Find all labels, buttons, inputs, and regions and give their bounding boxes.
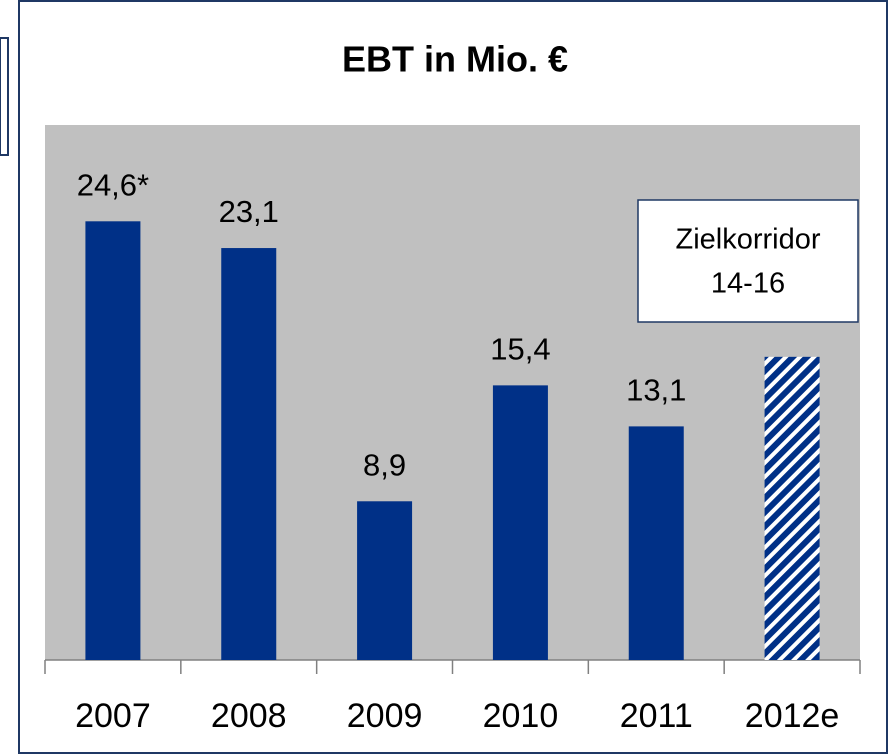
x-tick-label: 2011 — [620, 697, 693, 735]
bar — [221, 248, 277, 661]
x-tick-label: 2009 — [347, 697, 423, 735]
data-label: 13,1 — [626, 373, 686, 408]
annotation-box — [637, 199, 859, 323]
data-label: 23,1 — [219, 194, 279, 229]
annotation-text: Zielkorridor — [675, 224, 820, 256]
annotation-text: 14-16 — [711, 268, 785, 300]
bar — [628, 426, 684, 660]
data-label: 15,4 — [490, 332, 550, 367]
bar — [85, 221, 141, 661]
x-tick-label: 2007 — [75, 697, 151, 735]
side-panel — [0, 37, 9, 156]
bar — [357, 501, 413, 660]
x-tick-label: 2012e — [745, 697, 840, 735]
data-label: 8,9 — [363, 447, 406, 482]
x-tick-label: 2010 — [483, 697, 559, 735]
bar — [764, 356, 820, 660]
x-tick-label: 2008 — [211, 697, 287, 735]
data-label: 24,6* — [77, 167, 149, 202]
bar — [492, 385, 548, 660]
chart-title: EBT in Mio. € — [342, 39, 568, 80]
